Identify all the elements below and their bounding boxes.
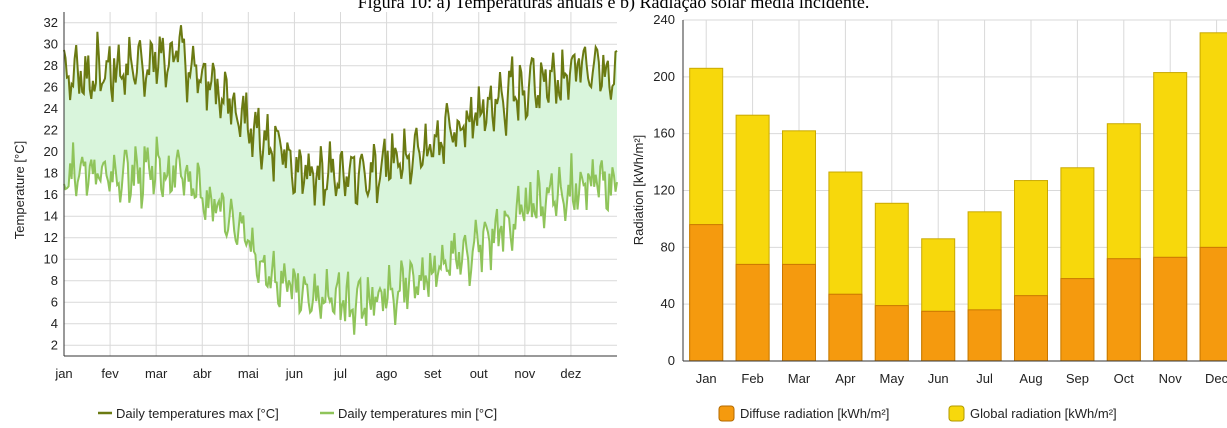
temperature-x-tick-out: out <box>470 366 488 381</box>
bar-diffuse-Oct <box>1106 258 1141 362</box>
temperature-x-tick-abr: abr <box>193 366 212 381</box>
radiation-x-tick-Dec: Dec <box>1205 371 1227 386</box>
radiation-x-tick-Jun: Jun <box>928 371 949 386</box>
radiation-y-axis-label: Radiation [kWh/m²] <box>631 135 646 246</box>
radiation-x-tick-Jul: Jul <box>976 371 993 386</box>
temperature-y-tick-11: 24 <box>44 101 58 116</box>
temperature-x-tick-nov: nov <box>514 366 535 381</box>
radiation-y-tick-5: 200 <box>653 69 675 84</box>
radiation-axes: 0 40 80 120 160 200 240 Jan Feb Mar Apr May Jun Jul Au… <box>653 12 1227 386</box>
bar-diffuse-Jul <box>967 309 1002 362</box>
radiation-x-tick-May: May <box>880 371 905 386</box>
radiation-x-tick-Aug: Aug <box>1019 371 1042 386</box>
radiation-y-tick-3: 120 <box>653 183 675 198</box>
temperature-x-tick-dez: dez <box>560 366 581 381</box>
radiation-x-tick-Jan: Jan <box>696 371 717 386</box>
temperature-x-tick-set: set <box>424 366 442 381</box>
temperature-x-tick-jan: jan <box>54 366 72 381</box>
radiation-y-tick-0: 0 <box>668 353 675 368</box>
legend-label-min: Daily temperatures min [°C] <box>338 406 497 421</box>
radiation-chart: 0 40 80 120 160 200 240 Jan Feb Mar Apr May Jun Jul Au… <box>631 12 1227 422</box>
temperature-y-tick-13: 28 <box>44 58 58 73</box>
temperature-y-tick-9: 20 <box>44 144 58 159</box>
bar-diffuse-Jun <box>921 310 956 362</box>
bar-diffuse-Mar <box>782 263 816 362</box>
temperature-y-tick-2: 6 <box>51 294 58 309</box>
temperature-y-tick-0: 2 <box>51 337 58 352</box>
temperature-x-tick-jul: jul <box>333 366 347 381</box>
bar-diffuse-Nov <box>1153 256 1188 362</box>
bar-diffuse-Aug <box>1014 295 1048 362</box>
temperature-x-tick-fev: fev <box>101 366 119 381</box>
temperature-y-axis-label: Temperature [°C] <box>12 141 27 239</box>
radiation-y-tick-1: 40 <box>661 296 675 311</box>
temperature-x-tick-ago: ago <box>376 366 398 381</box>
radiation-bars <box>689 32 1227 362</box>
bar-diffuse-May <box>874 305 909 362</box>
legend-swatch-diffuse <box>718 405 735 422</box>
temperature-x-tick-mai: mai <box>238 366 259 381</box>
radiation-x-tick-Oct: Oct <box>1114 371 1135 386</box>
temperature-y-tick-8: 18 <box>44 165 58 180</box>
bar-diffuse-Dec <box>1199 246 1227 362</box>
legend-label-global: Global radiation [kWh/m²] <box>970 406 1117 421</box>
radiation-x-tick-Nov: Nov <box>1159 371 1183 386</box>
temperature-y-tick-4: 10 <box>44 251 58 266</box>
bar-diffuse-Jan <box>689 224 724 362</box>
radiation-x-tick-Mar: Mar <box>788 371 811 386</box>
radiation-x-tick-Feb: Feb <box>741 371 763 386</box>
temperature-x-tick-mar: mar <box>145 366 168 381</box>
legend-swatch-global <box>948 405 965 422</box>
bar-diffuse-Sep <box>1060 278 1095 362</box>
radiation-y-tick-2: 80 <box>661 239 675 254</box>
temperature-y-tick-15: 32 <box>44 15 58 30</box>
temperature-y-tick-3: 8 <box>51 273 58 288</box>
radiation-legend: Diffuse radiation [kWh/m²] Global radiat… <box>718 405 1117 422</box>
radiation-y-tick-6: 240 <box>653 12 675 27</box>
legend-label-max: Daily temperatures max [°C] <box>116 406 279 421</box>
series-line-max <box>63 25 618 206</box>
radiation-x-tick-Sep: Sep <box>1066 371 1089 386</box>
temperature-y-tick-6: 14 <box>44 208 58 223</box>
temperature-y-tick-5: 12 <box>44 230 58 245</box>
legend-label-diffuse: Diffuse radiation [kWh/m²] <box>740 406 889 421</box>
temperature-y-tick-7: 16 <box>44 187 58 202</box>
temperature-y-tick-10: 22 <box>44 122 58 137</box>
temperature-legend: Daily temperatures max [°C] Daily temper… <box>98 406 497 421</box>
bar-diffuse-Apr <box>828 293 863 362</box>
radiation-x-tick-Apr: Apr <box>835 371 856 386</box>
bar-diffuse-Feb <box>735 263 770 362</box>
temperature-y-tick-14: 30 <box>44 36 58 51</box>
temperature-x-tick-jun: jun <box>285 366 303 381</box>
figure-caption: Figura 10: a) Temperaturas anuais e b) R… <box>357 0 870 12</box>
temperature-y-tick-1: 4 <box>51 316 58 331</box>
series-line-min <box>63 136 618 335</box>
temperature-y-tick-12: 26 <box>44 79 58 94</box>
radiation-y-tick-4: 160 <box>653 126 675 141</box>
